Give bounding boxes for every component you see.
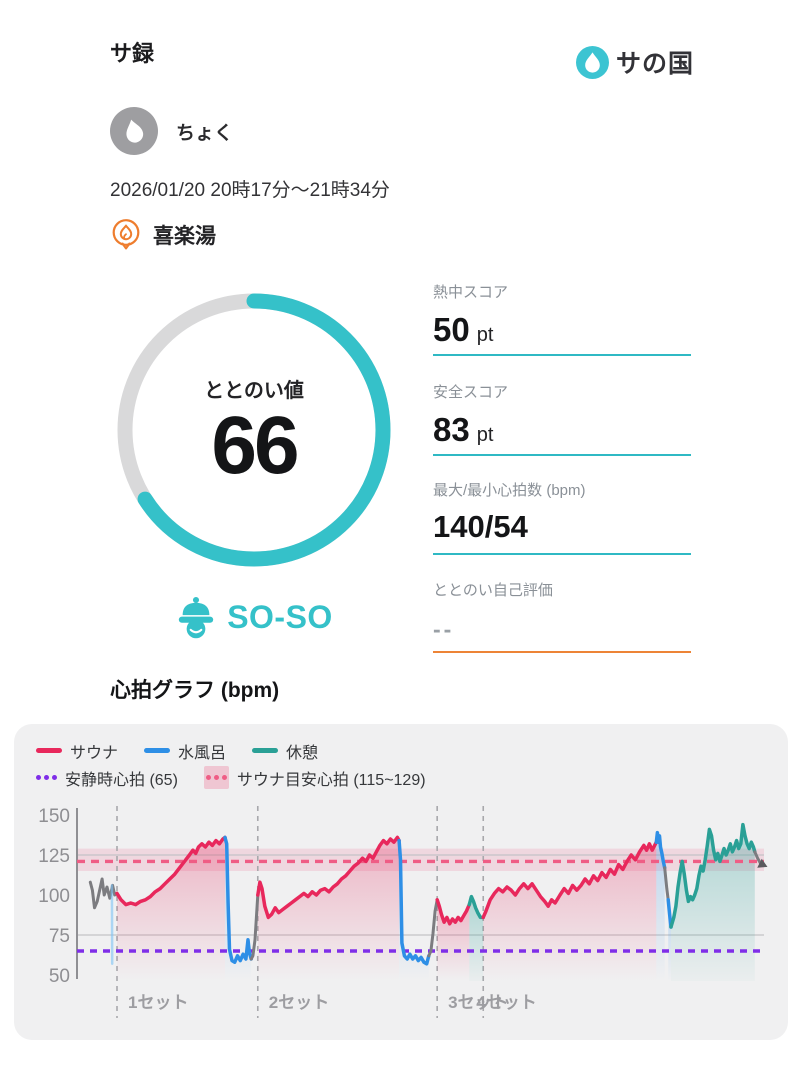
svg-text:3セット: 3セット	[448, 993, 508, 1012]
svg-text:50: 50	[49, 966, 70, 987]
stat-label: 最大/最小心拍数 (bpm)	[433, 482, 586, 499]
legend-item-resting-hr: 安静時心拍 (65)	[36, 766, 178, 790]
status-row: SO-SO	[117, 595, 391, 639]
sauna-hat-face-icon	[175, 595, 217, 639]
target-hr-band-swatch	[203, 766, 229, 789]
avatar	[110, 107, 158, 155]
stat-unit: pt	[476, 324, 494, 346]
gauge-value: 66	[211, 399, 299, 491]
legend-item-rest: 休憩	[252, 739, 318, 763]
stat-value: 83	[433, 411, 470, 448]
rest-line-swatch	[252, 748, 279, 753]
stat-heat-score: 熱中スコア 50 pt	[433, 281, 691, 356]
stat-label: 熱中スコア	[433, 284, 509, 301]
svg-text:2セット: 2セット	[269, 993, 329, 1012]
resting-hr-dots-swatch	[36, 775, 57, 780]
app-brand: サの国	[576, 44, 694, 80]
stat-label: ととのい自己評価	[433, 582, 553, 599]
chart-title: 心拍グラフ (bpm)	[110, 679, 280, 702]
svg-text:125: 125	[38, 846, 70, 867]
stat-label: 安全スコア	[433, 384, 509, 401]
gauge-label: ととのい値	[204, 379, 304, 402]
heart-rate-chart-panel: サウナ 水風呂 休憩 安静時心拍 (65)	[14, 724, 788, 1040]
session-datetime: 2026/01/20 20時17分〜21時34分	[110, 180, 390, 201]
stat-value: --	[433, 616, 455, 642]
totonoi-gauge: ととのい値 66	[117, 293, 391, 567]
svg-text:150: 150	[38, 806, 70, 827]
svg-text:100: 100	[38, 886, 70, 907]
brand-logo-text: サの国	[616, 50, 695, 78]
stat-value: 140/54	[433, 509, 528, 544]
gauge-center: ととのい値 66	[117, 293, 391, 567]
facility-name: 喜楽湯	[153, 225, 216, 248]
stat-max-min-hr: 最大/最小心拍数 (bpm) 140/54	[433, 479, 691, 555]
svg-text:1セット: 1セット	[128, 993, 188, 1012]
legend-item-coldbath: 水風呂	[144, 739, 226, 763]
chart-legend: サウナ 水風呂 休憩 安静時心拍 (65)	[36, 737, 426, 791]
svg-text:75: 75	[49, 926, 70, 947]
sauna-line-swatch	[36, 748, 62, 753]
user-name: ちょく	[176, 122, 234, 144]
stat-value: 50	[433, 311, 470, 348]
page-title: サ録	[110, 41, 155, 66]
status-text: SO-SO	[227, 598, 333, 635]
brand-waterdrop-icon	[576, 45, 609, 79]
legend-item-target-hr: サウナ目安心拍 (115~129)	[203, 766, 426, 790]
coldbath-line-swatch	[144, 748, 171, 753]
legend-item-sauna: サウナ	[36, 739, 118, 763]
stat-self-rating: ととのい自己評価 --	[433, 579, 691, 653]
stat-unit: pt	[476, 424, 494, 446]
facility-row: 喜楽湯	[110, 218, 216, 252]
stat-safety-score: 安全スコア 83 pt	[433, 381, 691, 456]
profile-row: ちょく	[110, 107, 233, 155]
facility-flame-pin-icon	[110, 218, 142, 252]
svg-text:4セット: 4セット	[476, 993, 536, 1012]
gauge-ring	[117, 293, 391, 567]
